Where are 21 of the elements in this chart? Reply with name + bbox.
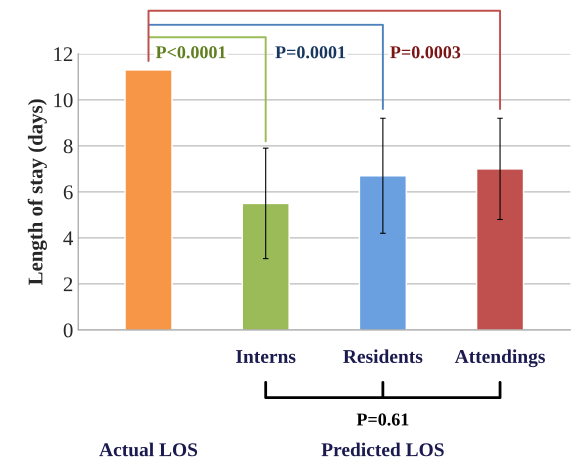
bar: [358, 175, 408, 330]
annotation: P=0.0001: [275, 46, 346, 58]
y-tick-label: 12: [54, 47, 72, 62]
y-tick-label: 6: [64, 185, 73, 200]
text: Actual LOS: [99, 442, 198, 456]
y-tick-label: 8: [64, 139, 73, 154]
annotation: P=0.0003: [390, 46, 460, 58]
x-tick-label: Attendings: [454, 349, 545, 368]
y-axis-title: Length of stay (days): [28, 99, 47, 285]
x-tick-label: Interns: [236, 350, 296, 364]
x-tick-label: Residents: [343, 349, 422, 364]
text: P=0.61: [356, 413, 408, 426]
text: Predicted LOS: [322, 442, 444, 456]
y-tick-label: 10: [54, 93, 73, 108]
y-tick-label: 4: [63, 231, 74, 246]
annotation: P<0.0001: [156, 46, 226, 58]
y-tick-label: 0: [64, 323, 73, 338]
y-tick-label: 2: [64, 277, 72, 292]
bar: [242, 202, 290, 330]
bar: [124, 69, 173, 330]
bar: [476, 168, 524, 330]
